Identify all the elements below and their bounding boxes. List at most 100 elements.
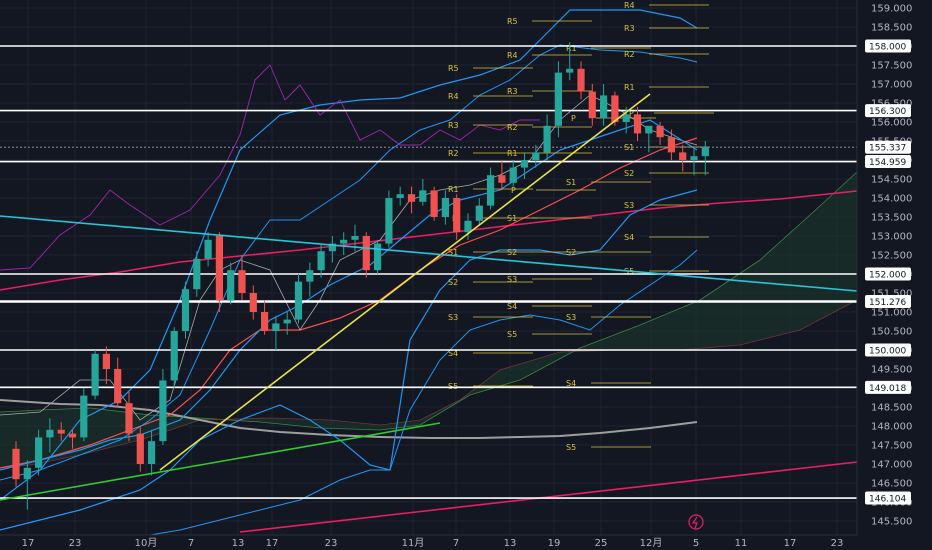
pivot-label: P bbox=[629, 109, 634, 118]
price-tick-label: 154.000 bbox=[871, 194, 912, 205]
candle-body bbox=[396, 194, 404, 198]
candle-body bbox=[656, 125, 664, 138]
candle-series bbox=[12, 42, 709, 510]
pivot-label: S3 bbox=[624, 201, 634, 210]
price-tag-box bbox=[865, 343, 911, 357]
price-tag-label: 146.104 bbox=[869, 495, 906, 505]
price-tick-label: 151.000 bbox=[871, 308, 912, 319]
candle-body bbox=[102, 353, 110, 369]
candle-body bbox=[227, 270, 235, 301]
candle-body bbox=[633, 114, 642, 134]
candle-body bbox=[498, 175, 506, 183]
time-tick-label: 13 bbox=[504, 538, 517, 549]
candle-body bbox=[374, 243, 382, 271]
pivot-label: S4 bbox=[507, 302, 517, 311]
candle-body bbox=[600, 95, 608, 119]
price-tag-box bbox=[865, 104, 911, 118]
time-tick-label: 17 bbox=[784, 538, 797, 549]
candle-body bbox=[453, 198, 461, 233]
pivot-label: S3 bbox=[507, 275, 517, 284]
pivot-label: R5 bbox=[448, 64, 459, 73]
candle-body bbox=[114, 369, 122, 404]
time-tick-label: 11月 bbox=[402, 537, 425, 549]
time-tick-label: 10月 bbox=[135, 537, 158, 549]
candle-body bbox=[283, 319, 291, 324]
candle-body bbox=[543, 125, 551, 153]
pivot-label: S5 bbox=[448, 382, 458, 391]
price-tag-label: 149.018 bbox=[869, 384, 906, 394]
candle-body bbox=[701, 147, 709, 157]
pivot-label: R4 bbox=[624, 1, 635, 10]
bollinger-upper bbox=[0, 9, 698, 501]
pivot-label: S5 bbox=[507, 330, 517, 339]
candle-body bbox=[679, 152, 687, 160]
candle-body bbox=[566, 68, 574, 73]
price-tag-box bbox=[865, 380, 911, 394]
price-tag-label: 151.276 bbox=[869, 298, 906, 308]
candle-body bbox=[12, 448, 20, 480]
time-tick-label: 17 bbox=[266, 538, 279, 549]
candle-body bbox=[317, 251, 325, 271]
candle-body bbox=[136, 433, 144, 464]
pivot-label: S2 bbox=[624, 169, 634, 178]
pivot-label: R2 bbox=[448, 149, 459, 158]
pivot-label: R1 bbox=[566, 44, 577, 53]
candle-body bbox=[35, 437, 43, 468]
candle-body bbox=[215, 236, 223, 301]
price-tick-label: 159.000 bbox=[871, 4, 912, 15]
candle-body bbox=[238, 270, 246, 293]
candle-body bbox=[407, 194, 416, 202]
candle-body bbox=[430, 190, 438, 217]
time-tick-label: 7 bbox=[188, 538, 194, 549]
pivot-label: P bbox=[571, 114, 576, 123]
pivot-label: R1 bbox=[624, 83, 635, 92]
price-tick-label: 158.500 bbox=[871, 23, 912, 34]
candle-body bbox=[170, 331, 178, 381]
price-tick-label: 148.500 bbox=[871, 403, 912, 414]
candle-body bbox=[441, 198, 449, 217]
candle-body bbox=[46, 429, 54, 438]
pivot-label: R3 bbox=[624, 24, 635, 33]
pivot-label: R4 bbox=[448, 92, 459, 101]
candle-body bbox=[249, 293, 257, 312]
price-tick-label: 156.500 bbox=[871, 99, 912, 110]
price-tick-label: 154.500 bbox=[871, 175, 912, 186]
candle-body bbox=[340, 239, 348, 244]
candle-body bbox=[306, 270, 314, 282]
candle-body bbox=[204, 239, 212, 259]
candle-body bbox=[261, 312, 269, 331]
candle-body bbox=[419, 190, 427, 202]
horizontal-levels bbox=[0, 45, 857, 499]
candle-body bbox=[611, 95, 619, 122]
candle-body bbox=[125, 403, 133, 434]
pivot-label: S4 bbox=[566, 379, 576, 388]
candle-body bbox=[328, 243, 336, 252]
bollinger-lower bbox=[0, 189, 698, 531]
pivot-label: S2 bbox=[507, 248, 517, 257]
candle-body bbox=[475, 205, 483, 221]
price-tag-label: 154.959 bbox=[869, 158, 906, 168]
rsi-line bbox=[0, 64, 540, 271]
time-tick-label: 12月 bbox=[640, 537, 663, 549]
time-axis-panel bbox=[0, 535, 932, 550]
price-tag-label: 150.000 bbox=[869, 347, 906, 357]
candle-body bbox=[690, 156, 698, 160]
price-tag-box bbox=[865, 140, 911, 154]
pivot-label: R3 bbox=[507, 87, 518, 96]
pivot-label: R3 bbox=[448, 121, 459, 130]
cloud-lower-line bbox=[0, 299, 858, 469]
price-tick-label: 153.500 bbox=[871, 213, 912, 224]
price-tag-box bbox=[865, 155, 911, 169]
time-tick-label: 23 bbox=[69, 538, 82, 549]
candle-body bbox=[159, 380, 167, 442]
price-tick-label: 147.000 bbox=[871, 460, 912, 471]
candle-body bbox=[464, 220, 472, 233]
alert-icon[interactable] bbox=[688, 514, 704, 530]
pivot-label: P bbox=[511, 186, 516, 195]
price-tick-label: 148.000 bbox=[871, 422, 912, 433]
candle-body bbox=[385, 198, 393, 244]
price-tag-box bbox=[865, 267, 911, 281]
price-tags: 158.000 156.300 155.337 154.959 152.000 151.2… bbox=[865, 39, 911, 505]
pivot-label: S4 bbox=[448, 349, 458, 358]
